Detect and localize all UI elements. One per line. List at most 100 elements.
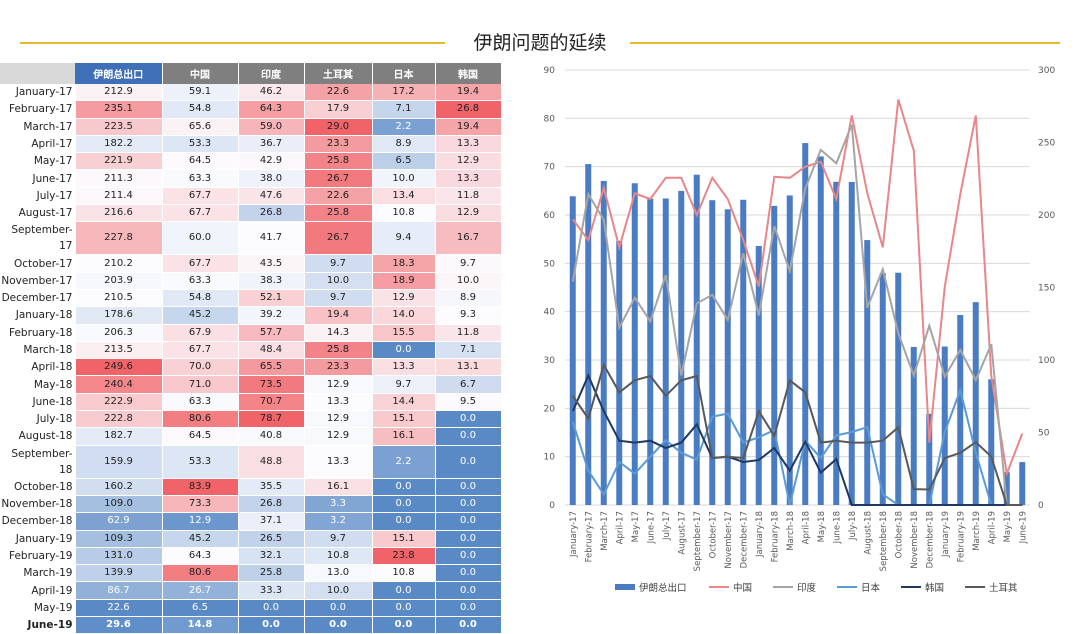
table-cell: 64.3 [238, 100, 305, 119]
table-row: November-18 109.0 73.3 26.8 3.3 0.0 0.0 [0, 495, 502, 514]
y-left-tick-label: 30 [544, 356, 556, 366]
bar [833, 181, 840, 506]
table-cell: 10.8 [304, 547, 373, 566]
y-right-tick-label: 250 [1038, 139, 1055, 149]
bar [585, 164, 592, 505]
table-cell: 16.1 [304, 478, 373, 496]
column-header[interactable]: 伊朗总出口 [75, 63, 163, 84]
row-label: January-18 [0, 306, 76, 325]
table-cell: 206.3 [75, 324, 163, 342]
table-cell: 203.9 [75, 272, 163, 290]
table-cell: 33.3 [238, 581, 305, 600]
table-cell: 13.4 [372, 187, 436, 206]
table-cell: 64.5 [162, 152, 239, 171]
table-cell: 178.6 [75, 306, 163, 325]
row-label: August-17 [0, 204, 76, 223]
row-label: November-18 [0, 495, 76, 514]
table-cell: 0.0 [238, 616, 305, 634]
table-cell: 12.9 [162, 512, 239, 531]
row-label: September-18 [0, 445, 76, 479]
table-cell: 10.0 [435, 272, 502, 290]
x-tick-label: August-17 [677, 511, 687, 555]
table-cell: 2.2 [372, 118, 436, 136]
legend-label: 日本 [861, 582, 881, 594]
table-cell: 14.8 [162, 616, 239, 634]
table-cell: 249.6 [75, 358, 163, 377]
table-cell: 10.0 [304, 272, 373, 290]
table-cell: 221.9 [75, 152, 163, 171]
table-row: October-17 210.2 67.7 43.5 9.7 18.3 9.7 [0, 254, 502, 273]
table-cell: 14.4 [372, 393, 436, 412]
row-label: July-17 [0, 187, 76, 206]
table-cell: 213.5 [75, 341, 163, 360]
row-label: December-18 [0, 512, 76, 531]
x-tick-label: February-18 [770, 511, 780, 562]
table-cell: 41.7 [238, 221, 305, 256]
x-tick-label: April-19 [987, 511, 997, 544]
table-cell: 53.3 [162, 135, 239, 154]
table-cell: 139.9 [75, 564, 163, 583]
column-header[interactable]: 韩国 [435, 63, 502, 84]
x-tick-label: February-17 [584, 511, 594, 562]
row-label: May-18 [0, 375, 76, 394]
bar [786, 195, 793, 506]
column-header[interactable]: 印度 [238, 63, 305, 84]
table-cell: 7.1 [372, 100, 436, 119]
combo-chart: 0 10 20 30 40 50 60 70 80 90 0 50 100 150 200 250 300 Jan… [544, 66, 1056, 594]
table-cell: 47.6 [238, 187, 305, 206]
table-row: February-19 131.0 64.3 32.1 10.8 23.8 0.0 [0, 547, 502, 566]
column-header[interactable]: 中国 [162, 63, 239, 84]
table-cell: 11.8 [435, 324, 502, 342]
column-header[interactable]: 土耳其 [304, 63, 373, 84]
table-cell: 0.0 [435, 478, 502, 496]
table-cell: 73.5 [238, 375, 305, 394]
table-cell: 222.9 [75, 393, 163, 412]
row-label: June-19 [0, 616, 76, 634]
bar [771, 205, 778, 506]
table-cell: 38.3 [238, 272, 305, 290]
table-cell: 7.1 [435, 341, 502, 360]
table-cell: 17.9 [304, 100, 373, 119]
table-cell: 15.1 [372, 410, 436, 429]
table-cell: 23.8 [372, 547, 436, 566]
table-cell: 13.0 [304, 564, 373, 583]
table-cell: 18.3 [372, 254, 436, 273]
x-tick-label: October-17 [708, 511, 718, 558]
bar [755, 246, 762, 505]
table-cell: 13.3 [304, 393, 373, 412]
x-tick-label: March-17 [600, 511, 610, 551]
table-cell: 19.4 [435, 118, 502, 136]
x-tick-label: June-18 [832, 511, 842, 544]
table-cell: 240.4 [75, 375, 163, 394]
table-cell: 216.6 [75, 204, 163, 223]
table-cell: 0.0 [435, 445, 502, 479]
table-cell: 14.3 [304, 324, 373, 342]
table-cell: 12.9 [304, 427, 373, 446]
table-corner [0, 63, 75, 84]
table-cell: 48.4 [238, 341, 305, 360]
table-cell: 14.0 [372, 306, 436, 325]
table-cell: 45.2 [162, 530, 239, 548]
x-tick-label: February-19 [956, 511, 966, 562]
table-cell: 9.7 [304, 254, 373, 273]
bar [693, 174, 700, 505]
table-row: July-17 211.4 67.7 47.6 22.6 13.4 11.8 [0, 187, 502, 206]
table-row: June-19 29.6 14.8 0.0 0.0 0.0 0.0 [0, 616, 502, 634]
table-row: February-17 235.1 54.8 64.3 17.9 7.1 26.8 [0, 100, 502, 119]
table-cell: 38.0 [238, 169, 305, 188]
row-label: July-18 [0, 410, 76, 429]
x-tick-label: November-17 [724, 511, 734, 569]
x-tick-label: October-18 [894, 511, 904, 558]
table-cell: 227.8 [75, 221, 163, 256]
series-line [571, 124, 1023, 506]
column-header[interactable]: 日本 [372, 63, 436, 84]
table-cell: 211.4 [75, 187, 163, 206]
x-tick-label: September-18 [879, 511, 889, 571]
table-cell: 54.8 [162, 289, 239, 308]
legend-label: 土耳其 [989, 582, 1018, 594]
y-left-tick-label: 60 [544, 211, 556, 221]
table-cell: 0.0 [372, 512, 436, 531]
table-cell: 210.2 [75, 254, 163, 273]
table-cell: 60.0 [162, 221, 239, 256]
table-cell: 67.7 [162, 254, 239, 273]
